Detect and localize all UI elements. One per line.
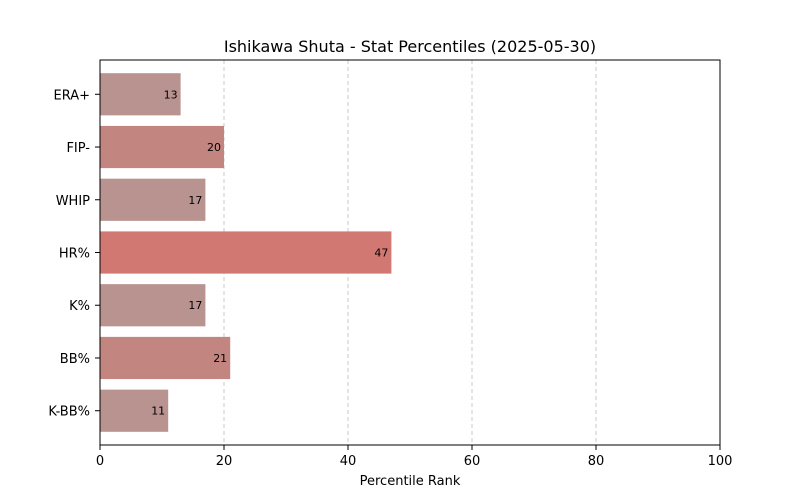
bar <box>100 125 224 169</box>
bar-value-label: 17 <box>188 194 202 207</box>
bar <box>100 389 169 432</box>
x-tick-label: 40 <box>340 454 357 469</box>
bar <box>100 73 181 116</box>
bar-value-label: 21 <box>213 352 227 365</box>
y-tick-label: WHIP <box>56 194 90 209</box>
bar-value-label: 17 <box>188 299 202 312</box>
y-axis: ERA+ FIP- WHIP HR% K% BB% K-BB% <box>48 88 100 420</box>
bar-value-label: 20 <box>207 141 221 154</box>
x-tick-label: 60 <box>464 454 481 469</box>
x-tick-label: 100 <box>708 454 733 469</box>
bar <box>100 178 206 221</box>
y-tick-label: HR% <box>59 247 90 262</box>
y-tick-label: ERA+ <box>53 88 90 103</box>
bar-value-label: 13 <box>164 88 178 101</box>
x-tick-label: 80 <box>588 454 605 469</box>
bar <box>100 284 206 327</box>
x-axis: 0 20 40 60 80 100 <box>96 445 733 469</box>
x-tick-label: 0 <box>96 454 104 469</box>
bar <box>100 231 392 274</box>
x-axis-label: Percentile Rank <box>360 474 461 489</box>
bar <box>100 336 231 380</box>
y-tick-label: K-BB% <box>48 405 90 420</box>
y-tick-label: K% <box>69 299 90 314</box>
chart-title: Ishikawa Shuta - Stat Percentiles (2025-… <box>224 37 596 56</box>
y-tick-label: BB% <box>60 352 90 367</box>
plot-frame <box>99 59 721 446</box>
x-tick-label: 20 <box>216 454 233 469</box>
bar-value-label: 47 <box>374 247 388 260</box>
y-tick-label: FIP- <box>66 141 90 156</box>
bars-group: 13 20 17 47 17 21 11 <box>100 73 392 432</box>
bar-value-label: 11 <box>151 405 165 418</box>
